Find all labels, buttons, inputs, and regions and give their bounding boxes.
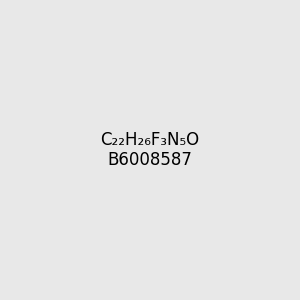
- Text: C₂₂H₂₆F₃N₅O
B6008587: C₂₂H₂₆F₃N₅O B6008587: [100, 130, 200, 170]
